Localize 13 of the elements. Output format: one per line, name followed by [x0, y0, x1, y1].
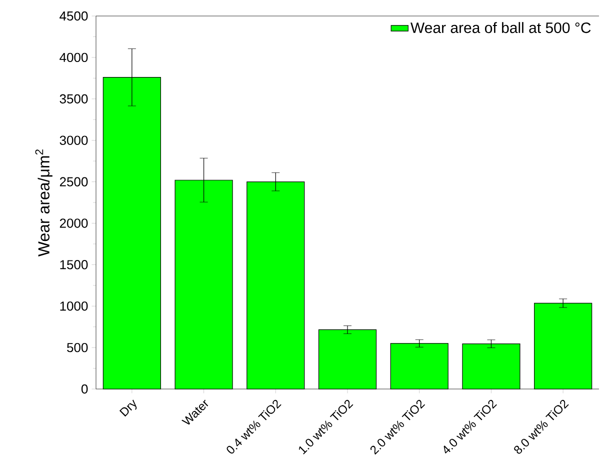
y-tick-label: 1000 — [60, 302, 88, 311]
y-tick-label: 500 — [67, 342, 88, 352]
y-tick-label: 3000 — [60, 136, 88, 145]
legend-label: Wear area of ball at 500 °C — [410, 22, 591, 34]
y-tick-label: 3500 — [60, 94, 88, 104]
x-tick-label: Dry — [119, 400, 137, 417]
y-tick-label: 4500 — [60, 11, 88, 21]
y-tick-label: 1500 — [60, 260, 88, 270]
y-tick-label: 0 — [81, 384, 88, 394]
y-axis-title: Wear area/μm$^{2}$ — [35, 150, 52, 256]
y-tick-label: 4000 — [60, 52, 88, 62]
y-tick-label: 2000 — [60, 218, 88, 228]
y-tick-label: 2500 — [60, 177, 88, 186]
